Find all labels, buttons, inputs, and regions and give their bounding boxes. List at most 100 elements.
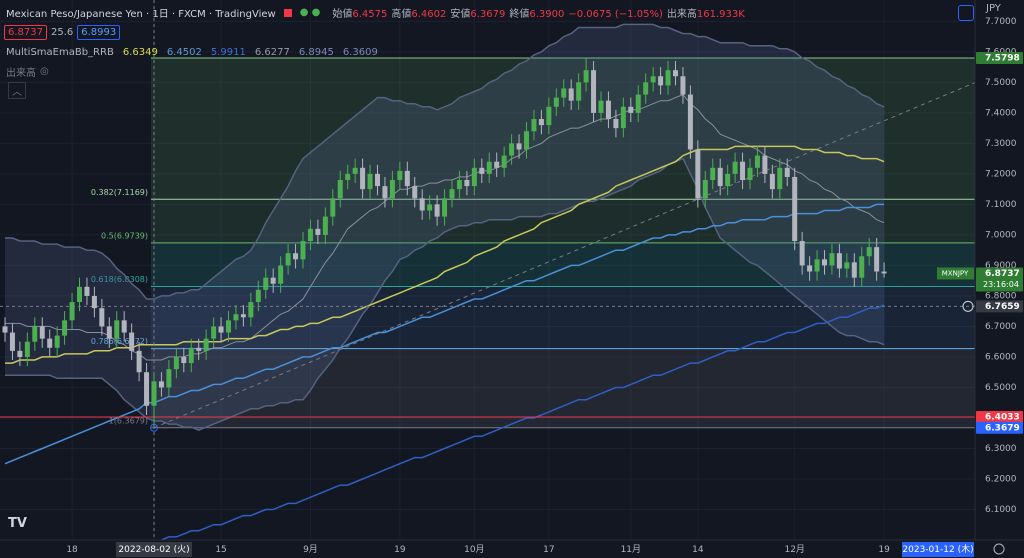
- quote-label: 始値: [332, 9, 353, 20]
- candle-body: [337, 180, 343, 199]
- quote: 始値6.4575 高値6.4602 安値6.3679 終値6.3900 −0.0675 …: [332, 5, 748, 20]
- indicator-line: [161, 304, 885, 541]
- candle-body: [442, 198, 448, 217]
- candle-body: [322, 216, 328, 235]
- candle-body: [300, 241, 306, 260]
- buy-button[interactable]: 6.8993: [77, 25, 121, 40]
- indicator-name[interactable]: MultiSmaEmaBb_RRB: [6, 47, 114, 58]
- candle-body: [680, 76, 686, 95]
- cursor-date: 2023-01-12 (木): [902, 543, 973, 555]
- candle-body: [702, 180, 708, 199]
- candle-body: [211, 326, 217, 339]
- candle-body: [628, 106, 634, 113]
- y-tick-label: 6.5000: [985, 383, 1017, 393]
- candle-body: [32, 326, 38, 342]
- candle-body: [613, 118, 619, 129]
- candle-body: [784, 167, 790, 177]
- time-axis: [0, 540, 1024, 558]
- candle-body: [710, 167, 716, 180]
- candle-body: [77, 286, 82, 303]
- candle-body: [464, 180, 470, 187]
- currency[interactable]: JPY: [986, 3, 1001, 14]
- y-tick-label: 6.6000: [985, 352, 1017, 362]
- candle-body: [561, 88, 567, 98]
- candle-body: [188, 347, 194, 364]
- countdown: 23:16:04: [983, 280, 1019, 289]
- spread: 25.6: [51, 27, 74, 38]
- x-tick-label: 17: [543, 545, 554, 555]
- indicator-line: [5, 157, 885, 432]
- candle-body: [546, 106, 552, 126]
- candle-body: [449, 189, 455, 199]
- fib-zone: [151, 58, 975, 200]
- collapse-button[interactable]: ︿: [8, 82, 26, 99]
- candle-body: [479, 167, 485, 174]
- fib-label: 0.5(6.9739): [101, 231, 148, 240]
- candle-body: [427, 204, 433, 211]
- candle-body: [524, 131, 529, 150]
- x-tick-label: 15: [215, 545, 226, 555]
- candle-body: [315, 228, 321, 235]
- quote-value: 6.3679: [470, 9, 506, 20]
- symbol-title: Mexican Peso/Japanese Yen · 1日 · FXCM · …: [6, 9, 276, 20]
- sell-button[interactable]: 6.8737: [4, 25, 47, 40]
- candle-body: [91, 295, 97, 309]
- indicator-value: 6.8945: [298, 47, 334, 58]
- quote-value: 6.4575: [352, 9, 388, 20]
- indicator-row: MultiSmaEmaBb_RRB 6.6349 6.4502 5.9911 6.62…: [6, 47, 383, 58]
- candle-body: [240, 314, 246, 318]
- candle-body: [69, 302, 75, 321]
- price-badge: [976, 300, 1023, 313]
- quote-label: 終値: [509, 9, 530, 20]
- flag-icon[interactable]: [283, 8, 292, 17]
- candle-body: [39, 326, 45, 339]
- quote-value: 6.3900: [529, 9, 565, 20]
- candle-body: [754, 155, 760, 168]
- tv-logo: TV: [8, 516, 27, 531]
- candle-body: [181, 356, 187, 364]
- candle-body: [792, 176, 798, 242]
- candle-body: [777, 167, 783, 190]
- fib-label: 0.618(6.8308): [91, 275, 148, 284]
- x-tick-label: 14: [692, 545, 704, 555]
- candle-body: [553, 97, 559, 107]
- indicator-value: 6.3609: [342, 47, 378, 58]
- candle-body: [106, 326, 112, 339]
- candle-body: [486, 161, 492, 174]
- quote-label: 高値: [391, 9, 412, 20]
- candle-body: [665, 70, 671, 86]
- last-price-badge: [976, 267, 1023, 292]
- y-tick-label: 7.5000: [985, 78, 1017, 88]
- candle-body: [866, 247, 872, 257]
- candle-body: [605, 100, 611, 119]
- indicator-line: [5, 23, 885, 300]
- candle-body: [24, 341, 30, 357]
- candle-body: [620, 106, 626, 129]
- crosshair-plus: [962, 300, 974, 312]
- candle-body: [114, 320, 120, 339]
- y-tick-label: 7.4000: [985, 108, 1017, 118]
- eye-icon[interactable]: ◎: [40, 66, 49, 77]
- cursor-date-bg: [116, 542, 192, 557]
- candle-body: [166, 369, 172, 388]
- volume-row: 出来高 ◎: [6, 64, 49, 79]
- candle-body: [509, 143, 515, 156]
- price-badge-label: 6.7659: [985, 302, 1020, 312]
- candle-body: [881, 271, 887, 274]
- candle-body: [531, 118, 537, 132]
- trade-row: 6.8737 25.6 6.8993: [4, 25, 121, 40]
- fib-label: 1(6.3679): [109, 416, 148, 425]
- candle-body: [807, 265, 813, 272]
- y-tick-label: 6.3000: [985, 444, 1017, 454]
- candle-body: [434, 204, 440, 217]
- price-badge: [976, 410, 1023, 423]
- settings-icon[interactable]: [993, 543, 1005, 555]
- auto-button[interactable]: [958, 5, 974, 21]
- candle-body: [151, 381, 157, 406]
- status-icons[interactable]: ● ●: [299, 7, 321, 18]
- candle-body: [218, 326, 224, 333]
- header-row: Mexican Peso/Japanese Yen · 1日 · FXCM · …: [6, 5, 749, 20]
- volume-label[interactable]: 出来高: [6, 68, 36, 79]
- symbol-tag-bg: [937, 267, 974, 280]
- y-tick-label: 7.2000: [985, 169, 1017, 179]
